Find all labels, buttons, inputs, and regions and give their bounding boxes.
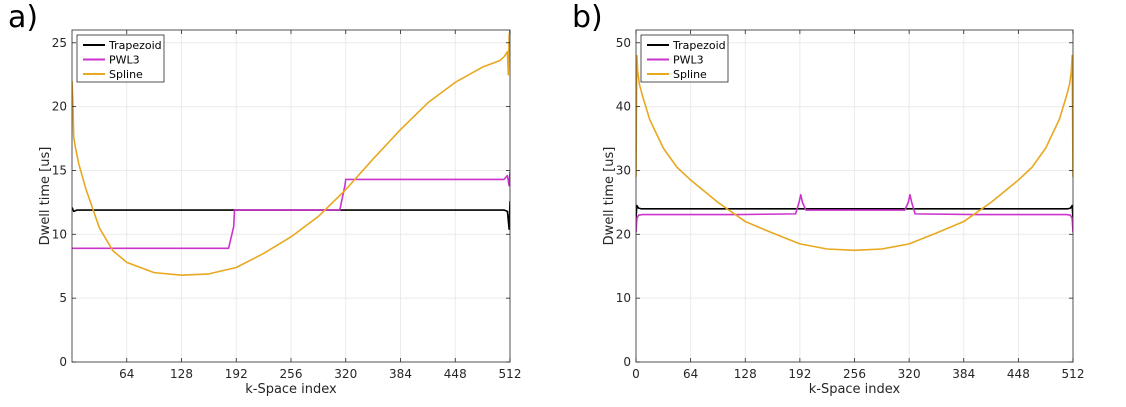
y-tick-label: 10 <box>616 291 631 305</box>
y-tick-label: 20 <box>52 100 67 114</box>
series-line-pwl3 <box>636 193 1073 233</box>
legend-entry: Trapezoid <box>672 39 726 52</box>
y-tick-label: 40 <box>616 100 631 114</box>
y-tick-label: 15 <box>52 163 67 177</box>
x-tick-label: 320 <box>334 367 357 381</box>
x-tick-label: 64 <box>119 367 134 381</box>
y-axis-label: Dwell time [us] <box>602 147 617 246</box>
series-line-spline <box>72 30 510 276</box>
x-axis-label: k-Space index <box>245 382 337 397</box>
y-tick-label: 30 <box>616 163 631 177</box>
legend-entry: Spline <box>109 68 143 81</box>
x-tick-label: 256 <box>280 367 303 381</box>
x-tick-label: 384 <box>952 367 975 381</box>
y-tick-label: 50 <box>616 36 631 50</box>
x-tick-label: 192 <box>225 367 248 381</box>
panel-label: b) <box>572 0 603 35</box>
x-tick-label: 512 <box>499 367 522 381</box>
legend-entry: Spline <box>673 68 707 81</box>
x-tick-label: 448 <box>444 367 467 381</box>
y-tick-label: 0 <box>59 355 67 369</box>
y-tick-label: 10 <box>52 227 67 241</box>
legend-entry: PWL3 <box>673 54 704 67</box>
series-line-spline <box>636 54 1073 252</box>
y-tick-label: 5 <box>59 291 67 305</box>
panel-label: a) <box>8 0 38 35</box>
series-line-trapezoid <box>636 204 1073 219</box>
x-tick-label: 320 <box>898 367 921 381</box>
x-tick-label: 64 <box>683 367 698 381</box>
y-axis-label: Dwell time [us] <box>38 147 53 246</box>
panel-b: b) 0 64 128 192 256 320 384 448 512 0 10 20 30 40 50 k-S… <box>572 0 1084 397</box>
x-tick-label: 384 <box>389 367 412 381</box>
series-line-pwl3 <box>72 171 510 250</box>
y-tick-label: 25 <box>52 36 67 50</box>
x-axis-label: k-Space index <box>809 382 901 397</box>
x-tick-label: 192 <box>788 367 811 381</box>
x-tick-label: 0 <box>632 367 640 381</box>
x-tick-label: 448 <box>1007 367 1030 381</box>
x-tick-label: 256 <box>843 367 866 381</box>
y-tick-label: 20 <box>616 227 631 241</box>
x-tick-label: 128 <box>734 367 757 381</box>
x-tick-label: 512 <box>1062 367 1085 381</box>
legend-entry: Trapezoid <box>108 39 162 52</box>
x-tick-label: 128 <box>170 367 193 381</box>
panel-a: a) 64 128 192 256 320 384 448 512 0 5 10 15 20 25 k-Spa… <box>8 0 521 397</box>
y-tick-label: 0 <box>623 355 631 369</box>
legend-entry: PWL3 <box>109 54 140 67</box>
